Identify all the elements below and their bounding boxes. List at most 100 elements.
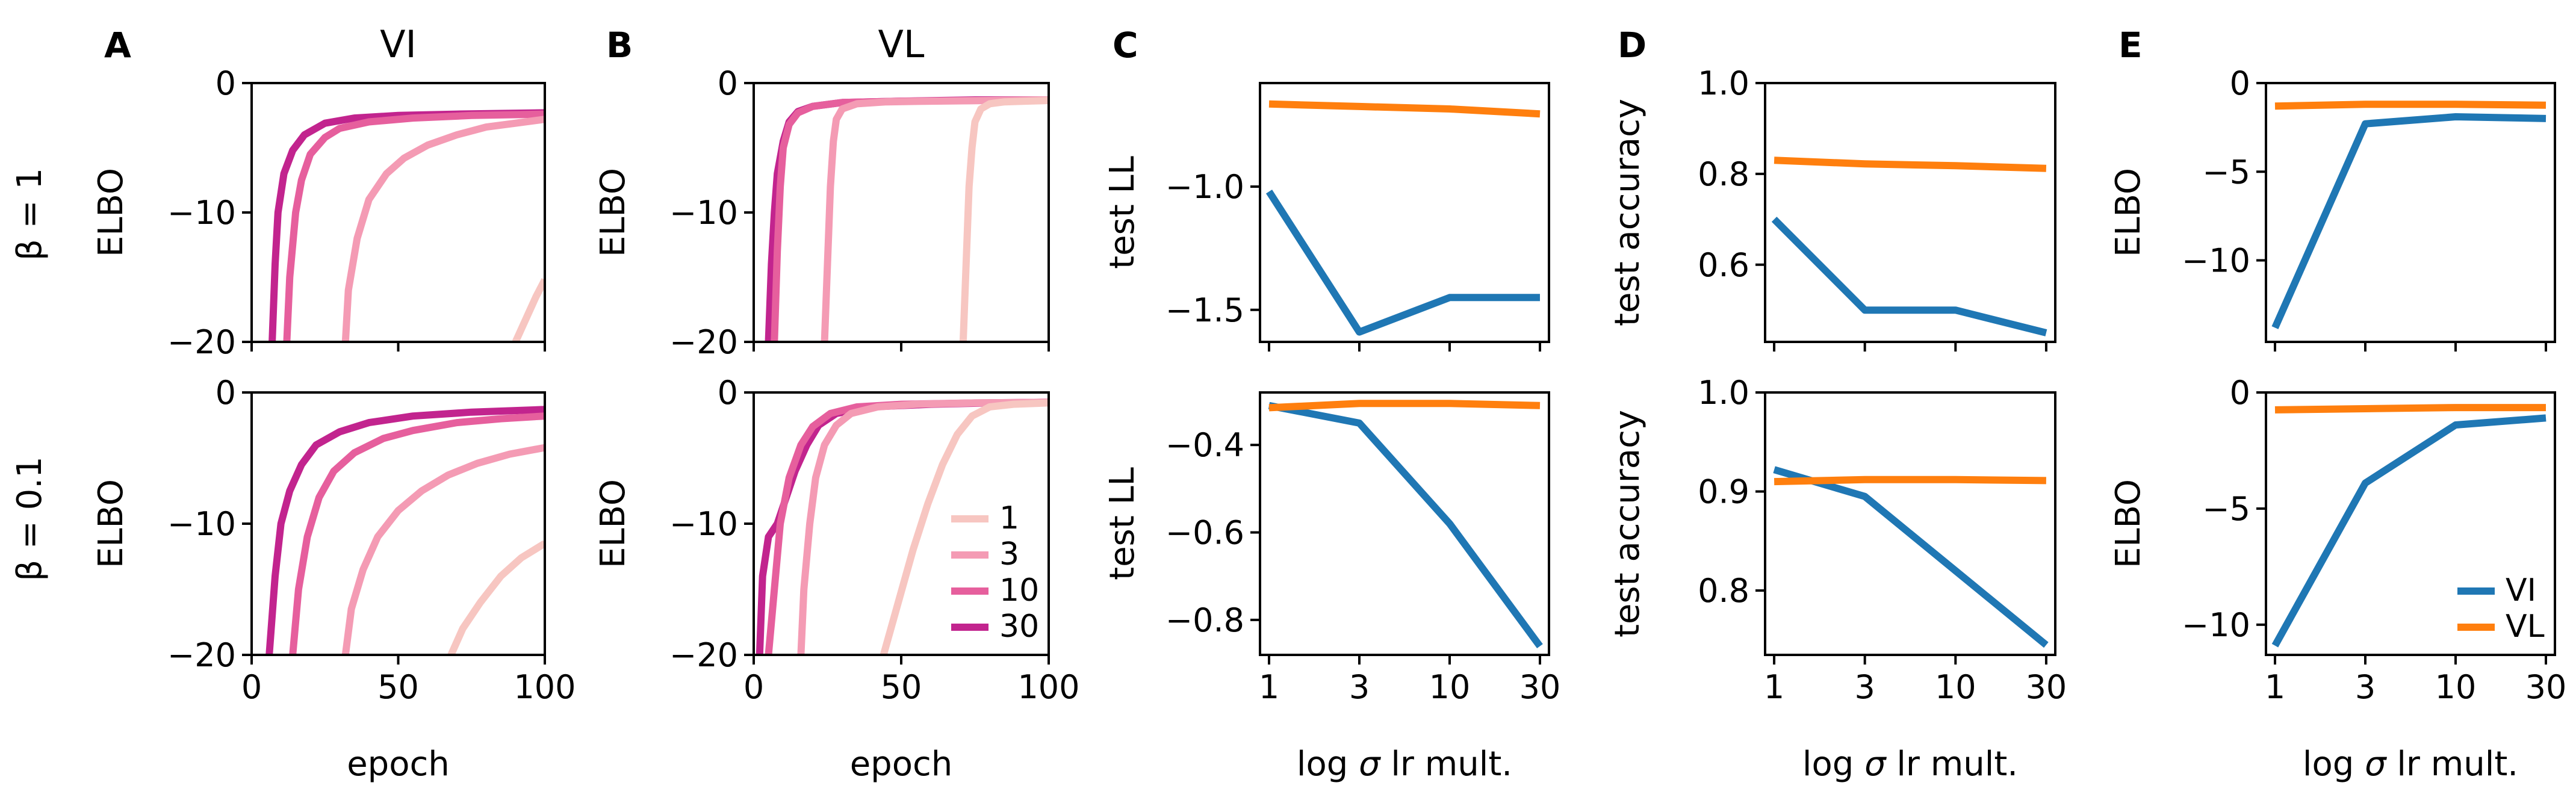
series-group: [265, 406, 545, 655]
x-tick-label: 50: [377, 668, 419, 706]
x-tick-label: 100: [1017, 668, 1079, 706]
x-axis-label-sigma: σ: [1359, 745, 1381, 784]
x-axis-label-part: log: [2303, 745, 2365, 784]
x-axis-label-part: lr mult.: [2386, 745, 2519, 784]
x-axis-label-sigma: σ: [1864, 745, 1887, 784]
series-group: [1268, 400, 1543, 649]
series-line-10: [283, 110, 545, 342]
legend-label-10: 10: [999, 572, 1039, 609]
y-tick-label: −20: [167, 636, 236, 674]
y-tick-label: −0.8: [1165, 601, 1244, 639]
axes-frame: [1764, 82, 2056, 343]
y-tick-label: −10: [669, 505, 738, 543]
y-tick-label: 0.6: [1698, 246, 1749, 284]
axes-frame: [2265, 391, 2556, 656]
x-tick-label: 1: [1259, 668, 1279, 706]
y-tick-label: 0.9: [1698, 473, 1749, 511]
y-axis-label: test LL: [1103, 467, 1142, 580]
y-tick-label: −10: [167, 505, 236, 543]
y-tick-label: 0.8: [1698, 155, 1749, 193]
series-line-1: [447, 540, 545, 655]
series-line-vl: [2274, 101, 2547, 110]
series-line-vl: [1268, 100, 1541, 118]
y-tick-label: −10: [2182, 606, 2250, 644]
axes-frame: [1764, 391, 2056, 656]
legend-label-1: 1: [999, 500, 1019, 536]
axes-frame: [1259, 82, 1550, 343]
axes-frame: [1259, 391, 1550, 656]
panel-letter: D: [1618, 25, 1646, 66]
series-line-3: [341, 444, 545, 655]
series-line-vi: [1771, 217, 2047, 336]
panel-d-bottom: 1 3 10 30 0.8 0.9 1.0 test accuracy log σ lr mul…: [1608, 374, 2067, 784]
series-group: [268, 109, 545, 342]
series-group: [2271, 404, 2547, 648]
series-group: [1265, 100, 1541, 336]
panel-letter: E: [2118, 25, 2143, 66]
y-axis-label: ELBO: [2109, 168, 2148, 257]
y-tick-label: −20: [669, 636, 738, 674]
series-line-vl: [1268, 400, 1541, 412]
x-axis-label-part: log: [1297, 745, 1359, 784]
y-tick-label: 1.0: [1698, 64, 1749, 102]
y-axis-label: ELBO: [594, 168, 633, 257]
y-tick-label: −5: [2202, 490, 2250, 528]
series-line-10: [771, 96, 1049, 342]
row-label-beta-1: β = 1: [10, 168, 49, 261]
x-tick-label: 10: [1429, 668, 1471, 706]
x-axis-label: epoch: [347, 745, 450, 784]
x-axis-label-part: lr mult.: [1886, 745, 2019, 784]
x-axis-label-part: lr mult.: [1380, 745, 1513, 784]
y-tick-label: −20: [167, 323, 236, 361]
y-tick-label: −1.5: [1165, 291, 1244, 329]
y-tick-label: 0: [718, 374, 738, 412]
panel-a-top: −20 −10 0 ELBO A VI: [92, 22, 546, 361]
x-tick-label: 30: [2026, 668, 2067, 706]
series-line-3: [797, 398, 1049, 655]
series-line-1: [512, 278, 545, 342]
series-line-vl: [1774, 476, 2046, 486]
y-tick-label: −20: [669, 323, 738, 361]
series-line-vi: [2271, 113, 2547, 329]
panel-c-bottom: 1 3 10 30 −0.4 −0.6 −0.8 test LL log σ lr mult.: [1103, 391, 1561, 784]
series-line-1: [959, 97, 1049, 342]
x-tick-label: 1: [2265, 668, 2285, 706]
legend-label-3: 3: [999, 536, 1019, 572]
y-tick-label: 0: [2230, 374, 2250, 412]
x-axis-label-part: log: [1802, 745, 1864, 784]
legend-label-vl: VL: [2506, 609, 2545, 645]
panel-e-top: −10 −5 0 ELBO E: [2109, 25, 2556, 352]
row-label-beta-0-1: β = 0.1: [10, 456, 49, 581]
x-tick-label: 3: [1349, 668, 1370, 706]
y-tick-label: −5: [2202, 153, 2250, 191]
y-axis-label: ELBO: [594, 479, 633, 568]
series-line-vi: [1773, 466, 2049, 648]
x-tick-label: 1: [1764, 668, 1784, 706]
y-tick-label: −0.4: [1165, 426, 1244, 464]
y-axis-label: ELBO: [92, 168, 131, 257]
x-tick-label: 30: [1519, 668, 1561, 706]
x-tick-label: 50: [881, 668, 922, 706]
y-tick-label: −10: [167, 194, 236, 232]
y-tick-label: 0: [216, 64, 236, 102]
x-tick-label: 10: [1935, 668, 1976, 706]
y-tick-label: −10: [669, 194, 738, 232]
legend-label-vi: VI: [2506, 572, 2536, 609]
series-group: [1771, 157, 2047, 336]
axes-frame: [753, 82, 1050, 343]
series-line-30: [765, 96, 1049, 342]
y-axis-label: ELBO: [2109, 479, 2148, 568]
series-line-vl: [1774, 157, 2047, 172]
y-axis-label: test accuracy: [1608, 410, 1647, 637]
y-tick-label: −0.6: [1165, 514, 1244, 552]
x-axis-label: log σ lr mult.: [2303, 745, 2518, 784]
y-tick-label: 0.8: [1698, 572, 1749, 610]
series-line-3: [341, 116, 545, 342]
y-axis-label: test accuracy: [1608, 99, 1647, 326]
series-line-1: [880, 399, 1049, 655]
panel-a-bottom: 0 50 100 −20 −10 0 ELBO epoch: [92, 374, 576, 784]
column-title: VI: [380, 22, 417, 66]
